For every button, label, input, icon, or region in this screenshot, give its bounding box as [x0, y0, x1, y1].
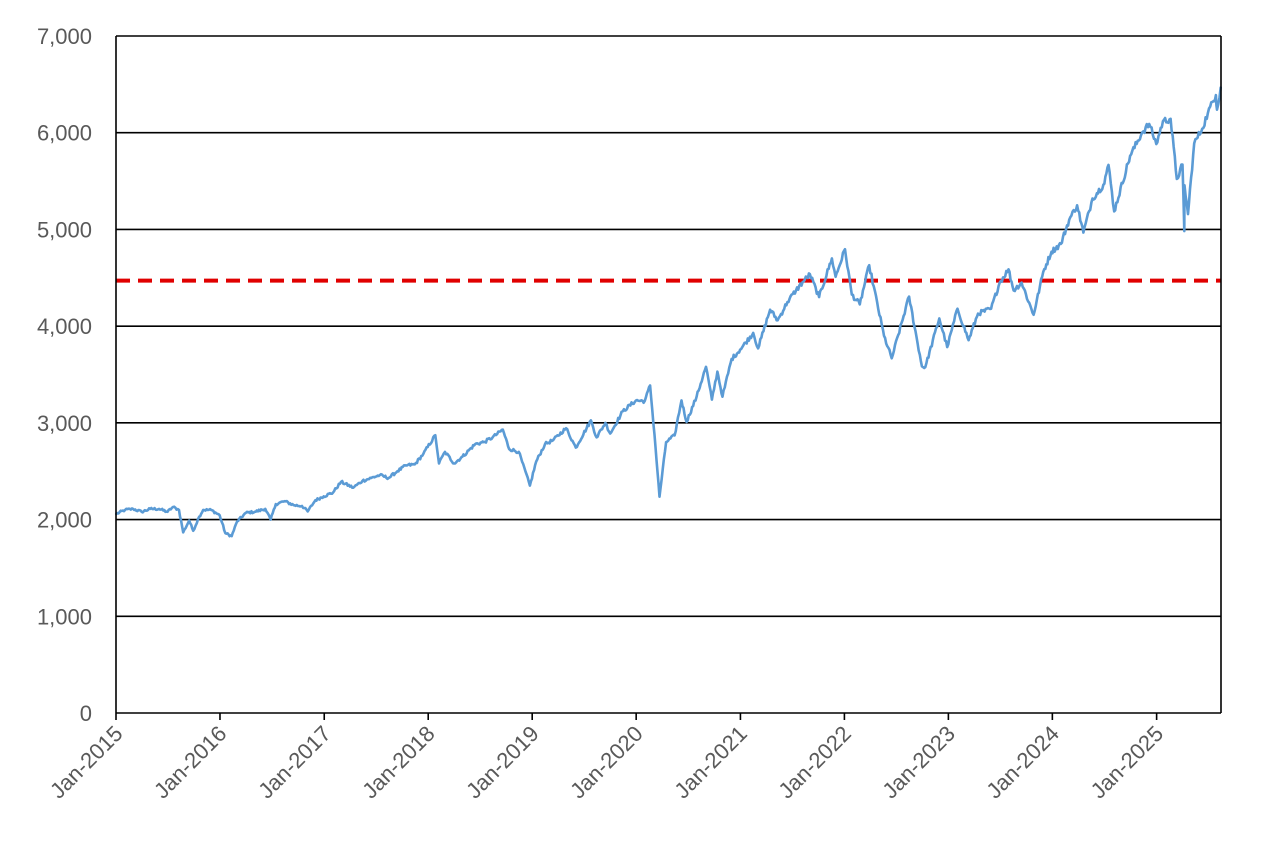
x-tick-label: Jan-2022: [773, 721, 856, 804]
y-tick-label: 0: [80, 701, 92, 726]
y-tick-label: 1,000: [37, 604, 92, 629]
series-line: [115, 86, 1222, 538]
y-tick-label: 5,000: [37, 217, 92, 242]
x-tick-label: Jan-2024: [981, 721, 1064, 804]
x-tick-label: Jan-2021: [669, 721, 752, 804]
x-tick-label: Jan-2019: [461, 721, 544, 804]
x-tick-label: Jan-2020: [565, 721, 648, 804]
y-tick-label: 7,000: [37, 24, 92, 49]
x-tick-label: Jan-2023: [877, 721, 960, 804]
series-layer: [115, 86, 1222, 538]
y-tick-label: 3,000: [37, 411, 92, 436]
y-tick-label: 4,000: [37, 314, 92, 339]
gridlines: [116, 35, 1221, 618]
x-tick-label: Jan-2018: [357, 721, 440, 804]
x-axis-tick-labels: Jan-2015 Jan-2016 Jan-2017 Jan-2018 Jan-2019…: [45, 721, 1168, 804]
y-tick-label: 2,000: [37, 508, 92, 533]
x-tick-label: Jan-2025: [1086, 721, 1169, 804]
x-tick-label: Jan-2017: [253, 721, 336, 804]
y-tick-label: 6,000: [37, 121, 92, 146]
x-tick-label: Jan-2015: [45, 721, 128, 804]
axes: [115, 36, 1222, 720]
x-tick-label: Jan-2016: [149, 721, 232, 804]
y-axis-tick-labels: 0 1,000 2,000 3,000 4,000 5,000 6,000 7,000: [37, 24, 92, 726]
